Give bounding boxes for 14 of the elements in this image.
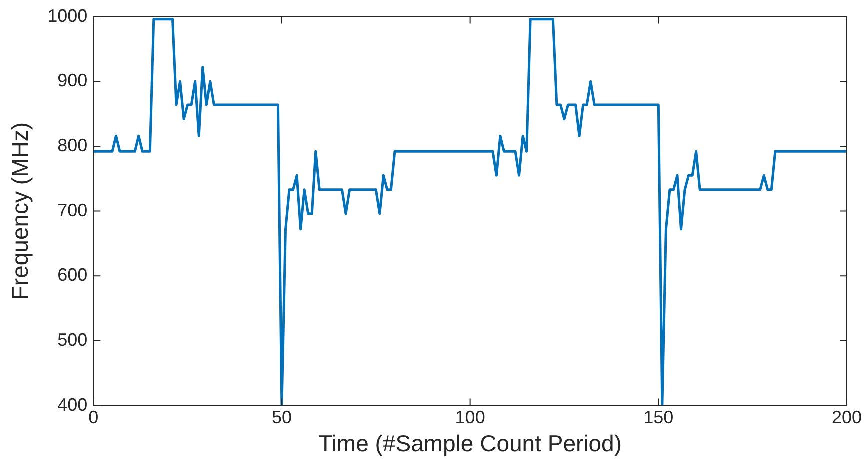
y-tick-label: 800: [58, 135, 88, 156]
y-axis-title: Frequency (MHz): [7, 122, 34, 300]
x-tick-label: 150: [644, 408, 674, 428]
y-tick-label: 900: [58, 70, 88, 91]
y-tick-label: 1000: [48, 6, 88, 26]
x-axis-title: Time (#Sample Count Period): [318, 430, 622, 457]
y-tick-label: 500: [58, 330, 88, 350]
y-tick-label: 600: [58, 265, 88, 286]
x-tick-label: 0: [88, 408, 99, 428]
x-tick-label: 50: [272, 408, 292, 428]
y-tick-label: 700: [58, 200, 88, 220]
y-tick-label: 400: [58, 394, 88, 415]
x-tick-label: 100: [455, 408, 486, 428]
x-tick-label: 200: [832, 408, 862, 428]
